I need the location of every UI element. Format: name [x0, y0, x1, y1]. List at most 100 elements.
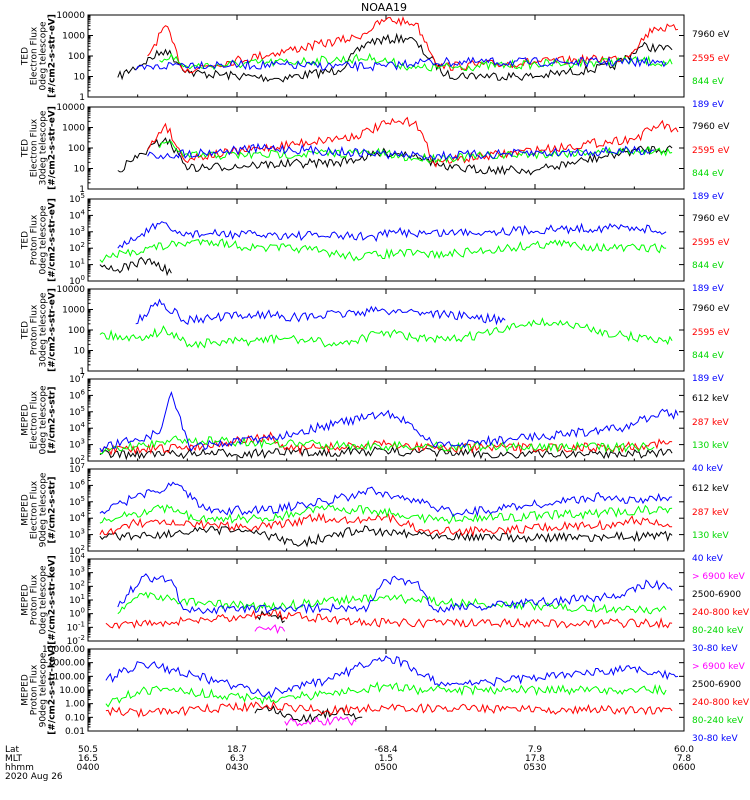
- y-axis-label: MEPEDElectron Flux0deg telescope[#/cm2-s…: [21, 385, 58, 455]
- series-line-4: [99, 481, 673, 518]
- x-tick-label-lat: 7.9: [528, 745, 543, 755]
- legend-entry: 30-80 keV: [692, 734, 738, 744]
- y-tick-label: 10: [74, 165, 86, 175]
- legend-entry: 130 keV: [692, 441, 729, 451]
- legend-entry: 844 eV: [692, 77, 725, 87]
- legend-entry: 240-800 keV: [692, 608, 750, 618]
- legend-entry: 40 keV: [692, 464, 724, 474]
- series-line-1: [99, 256, 172, 277]
- legend-entry: 189 eV: [692, 100, 725, 110]
- legend-entry: 7960 eV: [692, 214, 730, 224]
- x-tick-label-hhmm: 0500: [375, 763, 398, 773]
- y-tick-label: 10000: [56, 11, 85, 21]
- y-axis-label: TEDElectron Flux30deg telescope[#/cm2-s-…: [21, 106, 58, 190]
- x-tick-label-mlt: 7.8: [677, 754, 692, 764]
- y-axis-label: TEDProton Flux0deg telescope[#/cm2-s-str…: [21, 198, 58, 282]
- figure-title: NOAA19: [361, 1, 407, 14]
- series-line-2: [254, 610, 285, 624]
- series-group: [105, 573, 673, 635]
- y-tick-label: 103: [69, 438, 85, 451]
- y-tick-label: 1.00: [65, 700, 85, 710]
- legend-entry: 80-240 keV: [692, 626, 744, 636]
- y-tick-label: 103: [69, 528, 85, 541]
- y-tick-label: 101: [69, 593, 85, 606]
- y-tick-label: 10: [74, 347, 86, 357]
- legend-entry: 240-800 keV: [692, 698, 750, 708]
- legend-entry: 2595 eV: [692, 54, 730, 64]
- series-line-4: [135, 56, 667, 73]
- y-tick-label: 105: [69, 192, 85, 205]
- series-line-5: [105, 655, 679, 699]
- series-line-2: [99, 431, 673, 456]
- y-tick-label: 10000: [56, 285, 85, 295]
- y-tick-label: 10000: [56, 103, 85, 113]
- series-group: [117, 116, 679, 176]
- series-line-3: [99, 504, 673, 525]
- legend-entry: 7960 eV: [692, 304, 730, 314]
- legend-entry: 844 eV: [692, 351, 725, 361]
- series-line-4: [117, 591, 667, 615]
- y-tick-label: 1: [79, 367, 85, 377]
- legend-entry: 30-80 keV: [692, 644, 738, 654]
- legend-entry: 612 keV: [692, 394, 729, 404]
- series-group: [99, 390, 679, 461]
- y-tick-label: 106: [69, 388, 85, 401]
- date-label: 2020 Aug 26: [5, 772, 63, 782]
- y-tick-label: 1000: [62, 306, 85, 316]
- y-tick-label: 0.10: [65, 713, 85, 723]
- legend-entry: 130 keV: [692, 531, 729, 541]
- series-line-4: [105, 681, 667, 708]
- y-tick-label: 100: [69, 607, 85, 620]
- y-tick-label: 107: [69, 372, 85, 385]
- x-tick-label-lat: 50.5: [78, 745, 98, 755]
- series-line-1: [254, 624, 286, 635]
- y-tick-label: 103: [69, 225, 85, 238]
- y-tick-label: 10-1: [67, 620, 85, 633]
- x-tick-label-mlt: 16.5: [78, 754, 98, 764]
- y-tick-label: 10000.00: [42, 645, 85, 655]
- y-axis-label: TEDElectron Flux0deg telescope[#/cm2-s-s…: [21, 14, 58, 98]
- series-line-3: [99, 317, 673, 349]
- panel-frame: [87, 106, 685, 190]
- y-tick-label: 1000: [62, 32, 85, 42]
- series-group: [105, 655, 679, 727]
- y-tick-label: 105: [69, 495, 85, 508]
- series-line-3: [105, 609, 673, 630]
- y-tick-label: 104: [69, 421, 85, 434]
- series-group: [99, 481, 673, 548]
- x-tick-label-mlt: 1.5: [379, 754, 393, 764]
- y-tick-label: 10: [74, 73, 86, 83]
- series-line-3: [99, 435, 655, 455]
- legend-entry: 189 eV: [692, 284, 725, 294]
- x-tick-label-hhmm: 0430: [226, 763, 249, 773]
- x-tick-label-lat: 18.7: [227, 745, 247, 755]
- legend-entry: 7960 eV: [692, 122, 730, 132]
- x-tick-label-lat: 60.0: [674, 745, 694, 755]
- x-tick-label-hhmm: 0400: [77, 763, 100, 773]
- y-tick-label: 100: [68, 52, 85, 62]
- y-axis-label: MEPEDElectron Flux90deg telescope[#/cm2-…: [21, 472, 58, 547]
- y-tick-label: 10.00: [59, 686, 85, 696]
- series-line-2: [254, 705, 363, 723]
- series-line-2: [147, 15, 679, 74]
- legend-entry: 2500-6900: [692, 680, 741, 690]
- y-tick-label: 102: [69, 241, 85, 254]
- x-row-label-hhmm: hhmm: [5, 763, 34, 773]
- legend-entry: 2500-6900: [692, 590, 741, 600]
- legend-entry: 2595 eV: [692, 146, 730, 156]
- series-line-1: [117, 32, 673, 83]
- y-tick-label: 100.00: [54, 672, 86, 682]
- series-group: [99, 221, 667, 277]
- y-axis-label: MEPEDProton Flux90deg telescope[#/cm2-s-…: [21, 645, 58, 735]
- legend-entry: 40 keV: [692, 554, 724, 564]
- x-tick-label-mlt: 17.8: [525, 754, 545, 764]
- y-tick-label: 104: [69, 208, 85, 221]
